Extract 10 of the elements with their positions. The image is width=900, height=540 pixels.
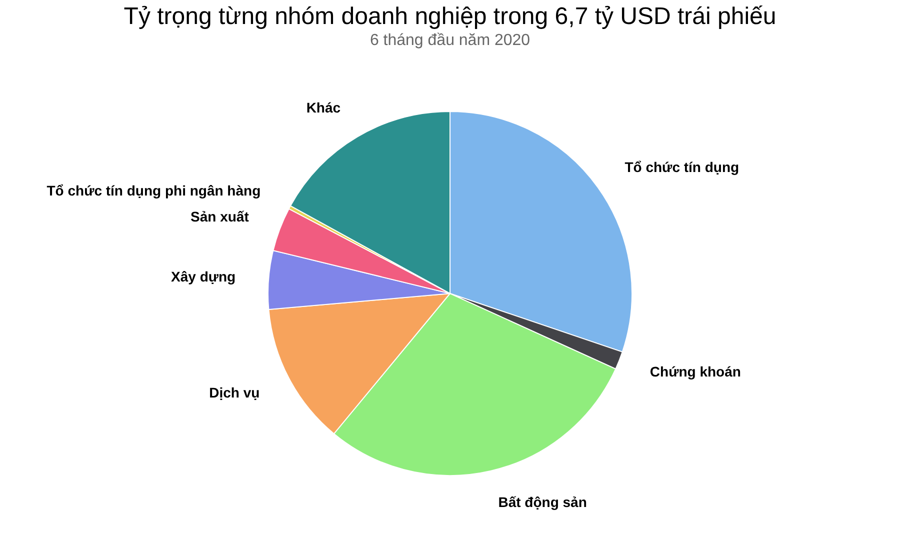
slice-label: Chứng khoán — [650, 364, 741, 380]
slice-label: Xây dựng — [171, 268, 236, 284]
slice-label: Khác — [306, 99, 341, 116]
slice-label: Bất động sản — [498, 494, 587, 510]
chart-title: Tỷ trọng từng nhóm doanh nghiệp trong 6,7 tỷ USD trái phiếu — [124, 3, 776, 30]
slice-label: Sản xuất — [190, 208, 250, 225]
slice-label: Tổ chức tín dụng — [624, 159, 740, 176]
slice-label: Tổ chức tín dụng phi ngân hàng — [46, 182, 261, 199]
chart-subtitle: 6 tháng đầu năm 2020 — [370, 32, 530, 49]
slice-label: Dịch vụ — [209, 384, 260, 401]
